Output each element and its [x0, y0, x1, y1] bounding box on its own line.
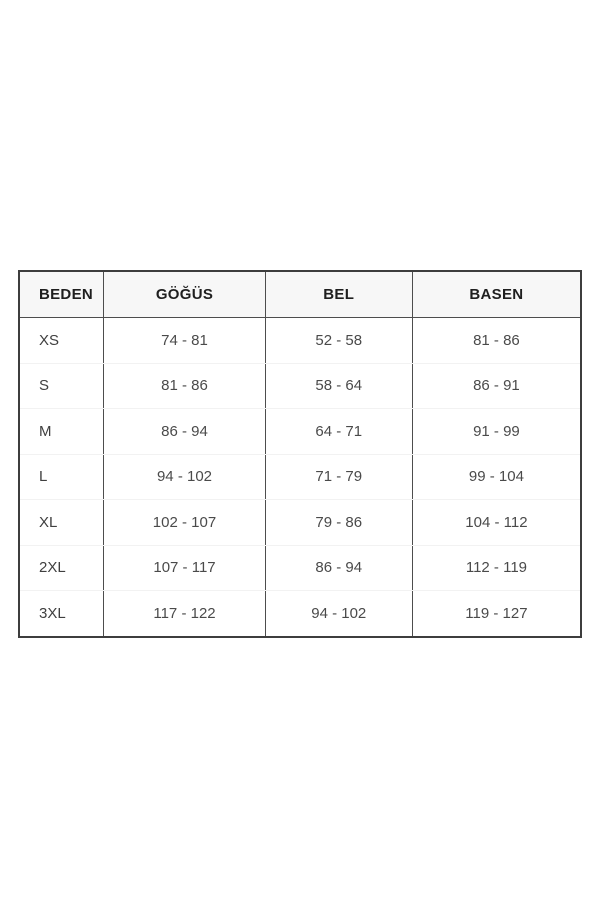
hips-cell: 112 - 119	[412, 545, 581, 591]
size-cell: 2XL	[19, 545, 105, 591]
waist-cell: 79 - 86	[265, 499, 413, 546]
chest-cell: 117 - 122	[103, 590, 266, 637]
size-chart-table: BEDEN GÖĞÜS BEL BASEN XS 74 - 81 52 - 58…	[18, 270, 582, 638]
table-row: 3XL 117 - 122 94 - 102 119 - 127	[19, 590, 581, 637]
column-header-hips: BASEN	[412, 271, 581, 318]
chest-cell: 74 - 81	[103, 317, 266, 364]
waist-cell: 64 - 71	[265, 408, 413, 455]
waist-cell: 94 - 102	[265, 590, 413, 637]
column-header-size: BEDEN	[19, 271, 105, 318]
size-cell: XS	[19, 317, 105, 364]
table-row: L 94 - 102 71 - 79 99 - 104	[19, 454, 581, 500]
waist-cell: 86 - 94	[265, 545, 413, 591]
hips-cell: 91 - 99	[412, 408, 581, 455]
waist-cell: 71 - 79	[265, 454, 413, 500]
size-chart: BEDEN GÖĞÜS BEL BASEN XS 74 - 81 52 - 58…	[18, 270, 582, 638]
chest-cell: 102 - 107	[103, 499, 266, 546]
table-row: 2XL 107 - 117 86 - 94 112 - 119	[19, 545, 581, 591]
table-row: S 81 - 86 58 - 64 86 - 91	[19, 363, 581, 409]
hips-cell: 81 - 86	[412, 317, 581, 364]
hips-cell: 86 - 91	[412, 363, 581, 409]
waist-cell: 52 - 58	[265, 317, 413, 364]
chest-cell: 81 - 86	[103, 363, 266, 409]
size-cell: L	[19, 454, 105, 500]
size-cell: M	[19, 408, 105, 455]
table-row: XL 102 - 107 79 - 86 104 - 112	[19, 499, 581, 546]
size-cell: 3XL	[19, 590, 105, 637]
table-row: XS 74 - 81 52 - 58 81 - 86	[19, 317, 581, 364]
chest-cell: 86 - 94	[103, 408, 266, 455]
hips-cell: 99 - 104	[412, 454, 581, 500]
size-cell: XL	[19, 499, 105, 546]
size-chart-body: XS 74 - 81 52 - 58 81 - 86 S 81 - 86 58 …	[19, 317, 581, 637]
hips-cell: 119 - 127	[465, 604, 528, 622]
chest-cell: 94 - 102	[103, 454, 266, 500]
hips-cell: 104 - 112	[412, 499, 581, 546]
size-cell: S	[19, 363, 105, 409]
table-row: M 86 - 94 64 - 71 91 - 99	[19, 408, 581, 455]
waist-cell: 58 - 64	[265, 363, 413, 409]
size-chart-header: BEDEN GÖĞÜS BEL BASEN	[19, 271, 581, 318]
chest-cell: 107 - 117	[103, 545, 266, 591]
column-header-chest: GÖĞÜS	[103, 271, 266, 318]
column-header-waist: BEL	[265, 271, 413, 318]
header-row: BEDEN GÖĞÜS BEL BASEN	[19, 271, 581, 318]
